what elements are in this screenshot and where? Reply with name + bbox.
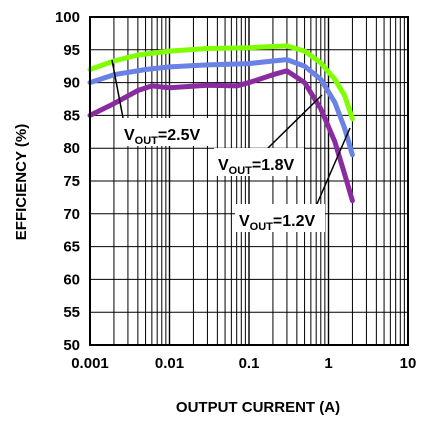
y-tick-label: 90 [63, 75, 80, 92]
series-label-0: VOUT=2.5V [124, 127, 200, 147]
y-tick-label: 70 [63, 206, 80, 223]
series-line-2 [87, 68, 355, 204]
y-tick-label: 80 [63, 140, 80, 157]
series-label-value: =1.2V [273, 213, 316, 230]
y-tick-label: 60 [63, 271, 80, 288]
series-line-0 [87, 43, 355, 122]
x-axis-title: OUTPUT CURRENT (A) [176, 399, 340, 416]
callout-leader-1 [267, 94, 323, 149]
y-axis-title: EFFICIENCY (%) [13, 124, 30, 240]
series-label-1: VOUT=1.8V [218, 157, 294, 177]
y-tick-label: 100 [55, 9, 80, 26]
callout-leader-2 [316, 127, 351, 205]
series-label-sub: OUT [250, 221, 274, 233]
y-tick-label: 65 [63, 239, 80, 256]
series-layer [87, 43, 355, 204]
series-label-sub: OUT [135, 135, 159, 147]
x-tick-label: 10 [400, 355, 417, 372]
series-label-value: =2.5V [158, 127, 201, 144]
tick-labels: 50 55 60 65 70 75 80 85 90 95 100 0.001 0.01 0.1 1 10 [55, 9, 416, 372]
x-tick-label: 0.01 [155, 355, 184, 372]
series-label-v: V [239, 213, 250, 230]
y-tick-label: 85 [63, 107, 80, 124]
series-line-1 [87, 57, 355, 158]
x-tick-label: 1 [324, 355, 332, 372]
x-tick-label: 0.1 [239, 355, 260, 372]
plot-frame [89, 16, 409, 346]
plot-border [89, 16, 409, 346]
x-tick-label: 0.001 [71, 355, 109, 372]
y-tick-label: 50 [63, 337, 80, 354]
series-label-sub: OUT [229, 165, 253, 177]
y-tick-label: 55 [63, 304, 80, 321]
callout-box-2 [235, 204, 325, 232]
callout-box-0 [120, 118, 210, 146]
y-tick-label: 95 [63, 42, 80, 59]
y-tick-label: 75 [63, 173, 80, 190]
callout-leader-0 [111, 59, 124, 119]
callout-box-1 [214, 148, 304, 176]
series-label-2: VOUT=1.2V [239, 213, 315, 233]
grid [89, 16, 408, 346]
series-label-v: V [124, 127, 135, 144]
series-label-value: =1.8V [252, 157, 295, 174]
series-label-v: V [218, 157, 229, 174]
